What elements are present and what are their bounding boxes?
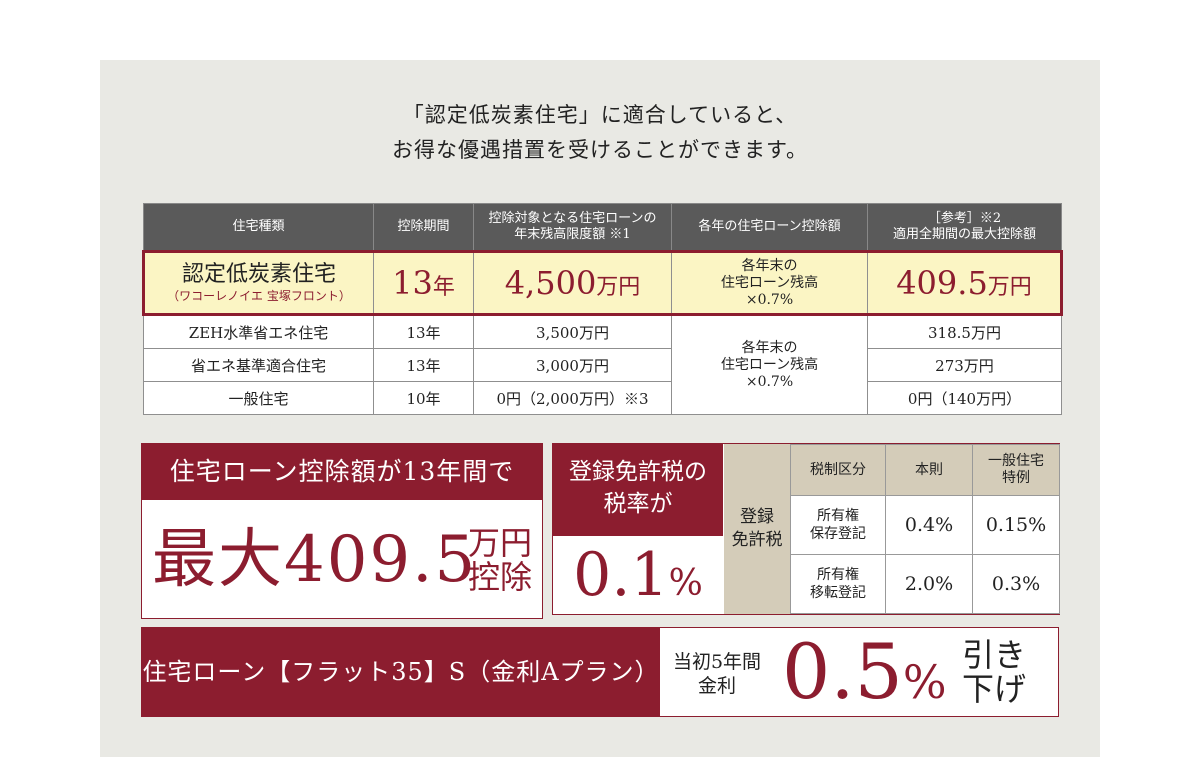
tax-row-special: 0.3% [972, 554, 1060, 614]
highlight-annual-line-3: ×0.7% [745, 291, 794, 308]
highlight-subname: （ワコーレノイエ 宝塚フロント） [167, 289, 351, 303]
row-type: 一般住宅 [143, 381, 374, 415]
tax-row-label: 所有権 移転登記 [790, 554, 886, 614]
merged-annual-line-2: 住宅ローン残高 [720, 356, 819, 373]
header-period: 控除期間 [373, 203, 474, 252]
highlight-period-num: 13 [392, 264, 433, 302]
merged-annual-line-1: 各年末の [741, 339, 798, 356]
tax-heading: 登録免許税の 税率が [553, 444, 723, 536]
highlight-annual-line-2: 住宅ローン残高 [720, 274, 819, 291]
highlight-period-cell: 13年 [373, 250, 474, 316]
tax-col-special-line-2: 特例 [1002, 470, 1030, 486]
tax-side-line-1: 登録 [740, 507, 774, 527]
tax-row-main: 0.4% [885, 495, 973, 555]
registration-tax-box: 登録免許税の 税率が 0.1% 登録 免許税 税制区分 本則 一般住宅 特例 [552, 443, 1060, 615]
highlight-name: 認定低炭素住宅 [181, 262, 336, 287]
tax-header-row: 税制区分 本則 一般住宅 特例 [790, 444, 1060, 496]
header-ref-line-2: 適用全期間の最大控除額 [892, 227, 1036, 242]
table-row: 一般住宅 10年 0円（2,000万円）※3 0円（140万円） [143, 381, 1062, 415]
tax-row-main: 2.0% [885, 554, 973, 614]
highlight-type-cell: 認定低炭素住宅 （ワコーレノイエ 宝塚フロント） [142, 250, 374, 316]
tax-rate-table: 税制区分 本則 一般住宅 特例 所有権 保存登記 0.4% 0.15% 所有権 … [790, 444, 1060, 614]
flat35-heading: 住宅ローン【フラット35】S（金利Aプラン） [142, 628, 660, 716]
flat35-label-line-2: 金利 [697, 675, 736, 697]
tax-side-label: 登録 免許税 [724, 444, 790, 614]
row-limit: 3,500万円 [473, 314, 672, 349]
highlight-max-num: 409.5 [896, 264, 988, 302]
tax-row: 所有権 保存登記 0.4% 0.15% [790, 495, 1060, 555]
tax-row-label-line-1: 所有権 [817, 508, 859, 524]
flat35-rate: 0.5% [782, 628, 947, 716]
highlight-period-unit: 年 [432, 275, 455, 300]
highlight-annual-line-1: 各年末の [741, 257, 798, 274]
tax-col-main: 本則 [885, 444, 973, 496]
tax-col-special-line-1: 一般住宅 [988, 453, 1044, 469]
tax-row-label-line-2: 移転登記 [810, 585, 866, 601]
highlight-limit-unit: 万円 [596, 275, 641, 300]
row-type: 省エネ基準適合住宅 [143, 348, 374, 382]
tax-row-label: 所有権 保存登記 [790, 495, 886, 555]
tax-heading-line-2: 税率が [603, 491, 673, 517]
loan-unit: 万円 控除 [460, 526, 540, 594]
loan-deduction-box: 住宅ローン控除額が13年間で 最大409.5 万円 控除 [141, 443, 543, 619]
header-type: 住宅種類 [143, 203, 374, 252]
flat35-rate-num: 0.5 [782, 627, 903, 716]
row-max: 273万円 [867, 348, 1062, 382]
tax-side-line-2: 免許税 [731, 530, 783, 550]
tax-heading-line-1: 登録免許税の [569, 459, 707, 485]
flat35-reduction-line-1: 引き [962, 636, 1027, 674]
header-limit-line-1: 控除対象となる住宅ローンの [488, 211, 657, 226]
flat35-label: 当初5年間 金利 [672, 650, 762, 698]
loan-max-amount: 最大409.5 [152, 523, 478, 597]
loan-heading: 住宅ローン控除額が13年間で [142, 444, 542, 500]
row-limit: 0円（2,000万円）※3 [473, 381, 672, 415]
tax-row: 所有権 移転登記 2.0% 0.3% [790, 554, 1060, 614]
row-max: 318.5万円 [867, 314, 1062, 349]
tax-col-special: 一般住宅 特例 [972, 444, 1060, 496]
content-panel: 「認定低炭素住宅」に適合していると、 お得な優遇措置を受けることができます。 住… [100, 60, 1100, 757]
row-limit: 3,000万円 [473, 348, 672, 382]
tax-deduction-table: 住宅種類 控除期間 控除対象となる住宅ローンの 年末残高限度額 ※1 各年の住宅… [142, 203, 1063, 415]
tax-row-label-line-1: 所有権 [817, 567, 859, 583]
tax-row-special: 0.15% [972, 495, 1060, 555]
merged-annual-line-3: ×0.7% [745, 373, 794, 390]
row-period: 13年 [373, 348, 474, 382]
header-limit-line-2: 年末残高限度額 ※1 [514, 227, 631, 242]
header-ref-line-1: ［参考］※2 [927, 211, 1002, 226]
table-row: ZEH水準省エネ住宅 13年 3,500万円 各年末の 住宅ローン残高 ×0.7… [143, 314, 1062, 415]
highlight-annual-cell: 各年末の 住宅ローン残高 ×0.7% [671, 250, 868, 316]
tax-row-label-line-2: 保存登記 [810, 526, 866, 542]
intro-text: 「認定低炭素住宅」に適合していると、 お得な優遇措置を受けることができます。 [100, 98, 1100, 168]
row-period: 13年 [373, 314, 474, 349]
tax-rate-unit: % [668, 563, 703, 604]
merged-annual-cell: 各年末の 住宅ローン残高 ×0.7% [671, 314, 868, 415]
intro-line-2: お得な優遇措置を受けることができます。 [392, 138, 808, 162]
row-max: 0円（140万円） [867, 381, 1062, 415]
table-row-highlight: 認定低炭素住宅 （ワコーレノイエ 宝塚フロント） 13年 4,500万円 各年末… [142, 250, 1063, 316]
flat35-reduction-line-2: 下げ [962, 670, 1027, 708]
table-header-row: 住宅種類 控除期間 控除対象となる住宅ローンの 年末残高限度額 ※1 各年の住宅… [143, 203, 1062, 252]
highlight-max-cell: 409.5万円 [867, 250, 1063, 316]
intro-line-1: 「認定低炭素住宅」に適合していると、 [402, 103, 798, 127]
tax-rate-num: 0.1 [573, 540, 669, 610]
highlight-limit-cell: 4,500万円 [473, 250, 672, 316]
header-reference: ［参考］※2 適用全期間の最大控除額 [867, 203, 1062, 252]
flat35-reduction: 引き 下げ [962, 638, 1052, 706]
flat35-label-line-1: 当初5年間 [672, 651, 762, 673]
flat35-box: 住宅ローン【フラット35】S（金利Aプラン） 当初5年間 金利 0.5% 引き … [141, 627, 1059, 717]
tax-col-category: 税制区分 [790, 444, 886, 496]
tax-rate: 0.1% [553, 539, 723, 620]
header-annual: 各年の住宅ローン控除額 [671, 203, 868, 252]
header-limit: 控除対象となる住宅ローンの 年末残高限度額 ※1 [473, 203, 672, 252]
row-period: 10年 [373, 381, 474, 415]
table-row: 省エネ基準適合住宅 13年 3,000万円 273万円 [143, 348, 1062, 382]
highlight-max-unit: 万円 [987, 275, 1032, 300]
row-type: ZEH水準省エネ住宅 [143, 314, 374, 349]
loan-unit-line-2: 控除 [467, 558, 532, 596]
highlight-limit-num: 4,500 [504, 264, 597, 302]
loan-unit-line-1: 万円 [467, 524, 532, 562]
flat35-rate-unit: % [902, 655, 947, 709]
